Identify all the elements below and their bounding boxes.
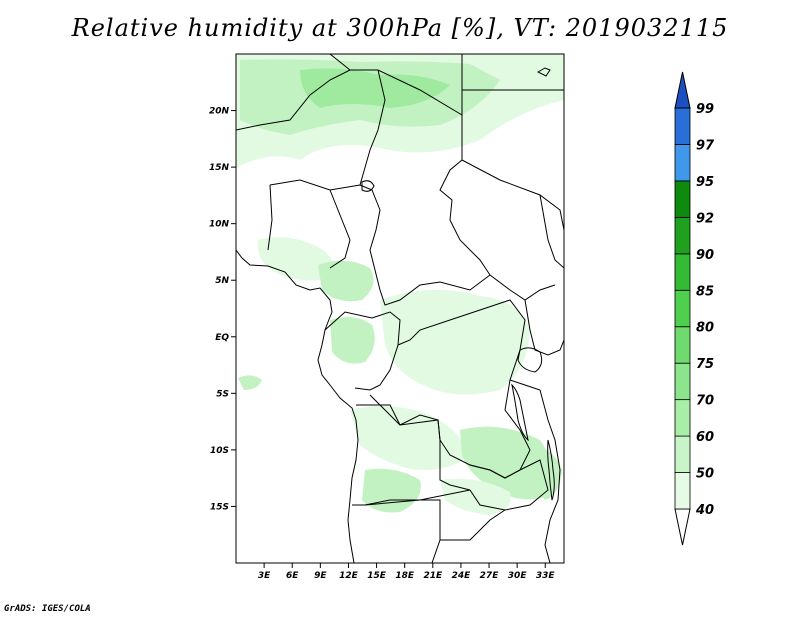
colorbar: 40 50 60 70 75 80 85 90 92 95 97 99 xyxy=(674,71,715,546)
libya-border xyxy=(461,54,564,115)
humidity-patch-gabon xyxy=(330,316,375,364)
colorbar-top-arrow xyxy=(674,71,691,109)
latitude-ticks: 20N 15N 10N 5N EQ 5S 10S 15S xyxy=(209,107,236,512)
colorbar-level-label: 99 xyxy=(696,102,714,117)
longitude-ticks: 3E 6E 9E 12E 15E 18E 21E 24E 27E 30E 33E xyxy=(258,563,556,581)
colorbar-segment xyxy=(674,399,691,437)
zambia-border xyxy=(469,459,549,511)
nigeria-border xyxy=(267,179,361,269)
colorbar-level-label: 95 xyxy=(696,175,714,190)
colorbar-segment xyxy=(674,216,691,255)
chad-cameroon-border xyxy=(359,184,556,306)
humidity-patch-angola-south xyxy=(362,468,421,513)
gabon-congo-border xyxy=(324,311,401,391)
humidity-shading xyxy=(236,54,564,515)
colorbar-segment xyxy=(674,180,691,218)
colorbar-segment xyxy=(674,326,691,364)
lon-tick-label: 15E xyxy=(367,571,387,581)
humidity-patch-angola-north xyxy=(350,406,470,471)
lake-victoria xyxy=(517,347,543,373)
colorbar-level-label: 50 xyxy=(696,467,714,482)
lat-tick-label: 20N xyxy=(209,107,230,117)
colorbar-segment xyxy=(674,362,691,401)
lat-tick-label: 5S xyxy=(216,389,229,399)
lat-tick-label: 5N xyxy=(215,276,229,286)
lake-chad xyxy=(361,180,375,192)
footer-credit: GrADS: IGES/COLA xyxy=(4,604,91,614)
lon-tick-label: 9E xyxy=(314,571,327,581)
humidity-patch-gulf xyxy=(318,260,374,302)
lat-tick-label: 10S xyxy=(210,446,229,456)
colorbar-segment xyxy=(674,472,691,510)
humidity-patch-botswana xyxy=(440,478,511,515)
colorbar-level-label: 85 xyxy=(696,284,714,299)
lat-tick-label: 15N xyxy=(209,163,230,173)
algeria-border xyxy=(329,54,386,186)
lon-tick-label: 6E xyxy=(286,571,299,581)
humidity-patch-north-strong xyxy=(300,68,450,108)
lon-tick-label: 21E xyxy=(423,571,443,581)
colorbar-level-label: 40 xyxy=(695,503,714,518)
lat-tick-label: 10N xyxy=(209,220,230,230)
colorbar-segment xyxy=(674,289,691,328)
lon-tick-label: 27E xyxy=(480,571,500,581)
colorbar-bottom-arrow xyxy=(674,508,691,546)
colorbar-segment xyxy=(674,144,691,182)
lon-tick-label: 30E xyxy=(508,571,528,581)
lon-tick-label: 18E xyxy=(395,571,415,581)
lon-tick-label: 12E xyxy=(339,571,359,581)
lon-tick-label: 3E xyxy=(258,571,271,581)
drc-border xyxy=(369,299,531,479)
lon-tick-label: 33E xyxy=(536,571,556,581)
crete-island xyxy=(536,67,551,77)
namibia-botswana-border xyxy=(364,499,506,563)
humidity-patch-mozambique xyxy=(534,445,562,500)
colorbar-level-label: 92 xyxy=(696,211,714,226)
colorbar-segment xyxy=(674,435,691,473)
colorbar-level-label: 60 xyxy=(696,430,714,445)
lat-tick-label: 15S xyxy=(210,502,229,512)
chart-title: Relative humidity at 300hPa [%], VT: 201… xyxy=(71,14,729,42)
humidity-patch-congo-basin xyxy=(380,289,530,395)
colorbar-level-label: 75 xyxy=(696,357,714,372)
colorbar-level-label: 97 xyxy=(696,138,715,153)
colorbar-segment xyxy=(674,107,691,145)
lon-tick-label: 24E xyxy=(452,571,472,581)
map-frame xyxy=(235,53,565,564)
sudan-south-sudan-border xyxy=(461,159,564,269)
angola-border xyxy=(352,404,471,506)
west-africa-coastline xyxy=(236,249,359,563)
lake-tanganyika xyxy=(511,383,529,442)
humidity-patch-west-6n xyxy=(257,237,334,281)
colorbar-level-label: 90 xyxy=(696,248,714,263)
colorbar-level-label: 70 xyxy=(696,394,714,409)
colorbar-level-label: 80 xyxy=(696,321,714,336)
east-africa-border xyxy=(509,299,564,563)
humidity-patch-zambia xyxy=(460,426,553,500)
colorbar-segment xyxy=(674,253,691,291)
humidity-patch-atlantic-5s xyxy=(238,375,262,390)
country-borders xyxy=(236,54,564,563)
lat-tick-label: EQ xyxy=(215,333,229,343)
lake-malawi xyxy=(547,439,555,501)
